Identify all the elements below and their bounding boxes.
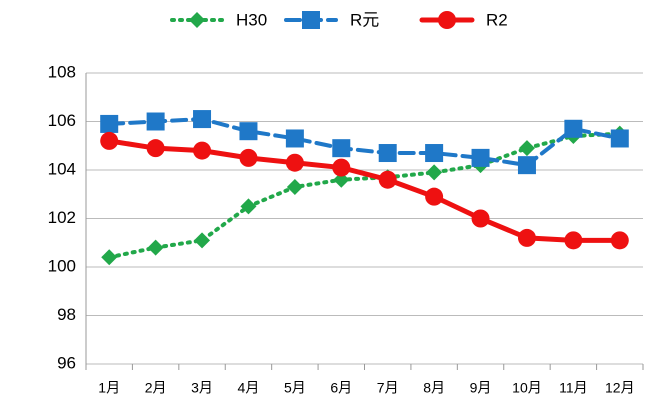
y-tick-label: 96	[57, 353, 76, 372]
x-tick-label: 3月	[191, 380, 213, 396]
data-point	[332, 139, 351, 158]
legend-label: H30	[236, 10, 267, 29]
x-tick-label: 7月	[377, 380, 399, 396]
x-tick-label: 12月	[605, 380, 635, 396]
y-tick-label: 104	[48, 159, 76, 178]
data-point	[426, 164, 443, 181]
data-point	[518, 140, 535, 157]
x-tick-label: 6月	[330, 380, 352, 396]
data-point	[425, 187, 444, 206]
data-point	[378, 170, 397, 189]
data-point	[147, 239, 164, 256]
legend-label: R元	[350, 10, 379, 29]
data-point	[425, 144, 444, 163]
data-point	[378, 144, 397, 163]
series-line	[106, 138, 623, 243]
data-point	[517, 156, 536, 175]
data-point	[517, 228, 536, 247]
x-tick-label: 1月	[98, 380, 120, 396]
data-point	[285, 129, 304, 148]
data-point	[240, 198, 257, 215]
data-point	[193, 110, 212, 129]
x-tick-label: 9月	[470, 380, 492, 396]
data-point	[146, 139, 165, 158]
data-point	[564, 231, 583, 250]
data-point	[610, 129, 629, 148]
data-point	[239, 148, 258, 167]
y-tick-label: 108	[48, 62, 76, 81]
legend-marker	[189, 12, 205, 28]
y-tick-label: 98	[57, 305, 76, 324]
x-tick-label: 5月	[284, 380, 306, 396]
data-point	[471, 148, 490, 167]
x-tick-label: 8月	[423, 380, 445, 396]
data-point	[239, 122, 258, 141]
data-point	[285, 153, 304, 172]
x-tick-label: 11月	[559, 380, 588, 396]
data-point	[286, 178, 303, 195]
y-tick-label: 102	[48, 208, 76, 227]
data-point	[194, 232, 211, 249]
x-tick-label: 2月	[145, 380, 167, 396]
data-point	[332, 158, 351, 177]
x-tick-label: 10月	[512, 380, 542, 396]
data-point	[333, 171, 350, 188]
y-tick-label: 100	[48, 256, 76, 275]
x-tick-label: 4月	[238, 380, 260, 396]
data-point	[100, 114, 119, 133]
legend-marker	[302, 11, 320, 29]
y-tick-label: 106	[48, 111, 76, 130]
series-line	[107, 131, 622, 260]
legend-marker	[438, 11, 456, 29]
data-point	[564, 119, 583, 138]
legend-label: R2	[486, 10, 508, 29]
data-point	[100, 131, 119, 150]
data-point	[146, 112, 165, 131]
data-point	[471, 209, 490, 228]
data-point	[101, 249, 118, 266]
data-point	[193, 141, 212, 160]
data-point	[610, 231, 629, 250]
